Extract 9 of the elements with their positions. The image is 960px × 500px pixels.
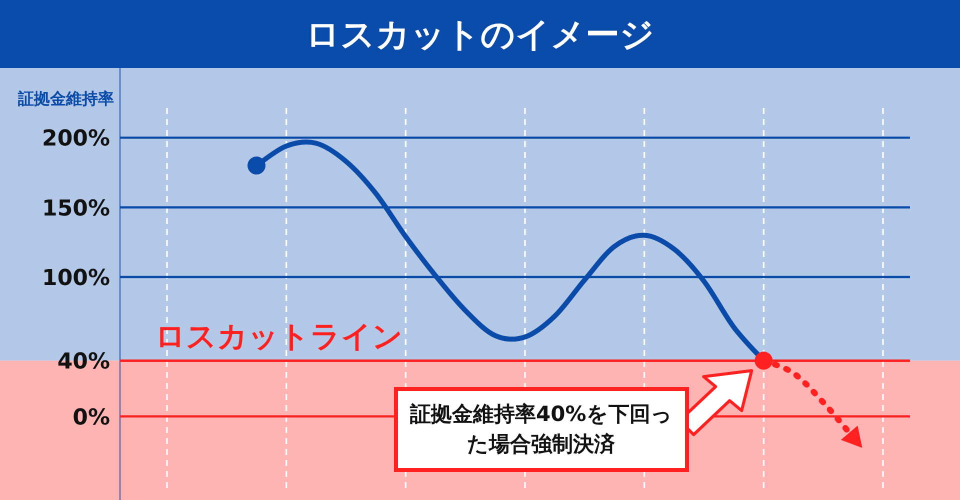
y-tick-label: 0% xyxy=(72,405,110,430)
y-tick-label: 150% xyxy=(42,196,110,222)
y-axis-title: 証拠金維持率 xyxy=(17,89,114,108)
chart-title: ロスカットのイメージ xyxy=(306,15,654,55)
annotation: 証拠金維持率40%を下回った場合強制決済 xyxy=(394,386,689,472)
y-tick-label: 40% xyxy=(57,350,110,375)
ref-line-label: ロスカットライン xyxy=(155,320,403,355)
y-tick-label: 100% xyxy=(42,266,110,292)
y-tick-label: 200% xyxy=(42,126,110,152)
